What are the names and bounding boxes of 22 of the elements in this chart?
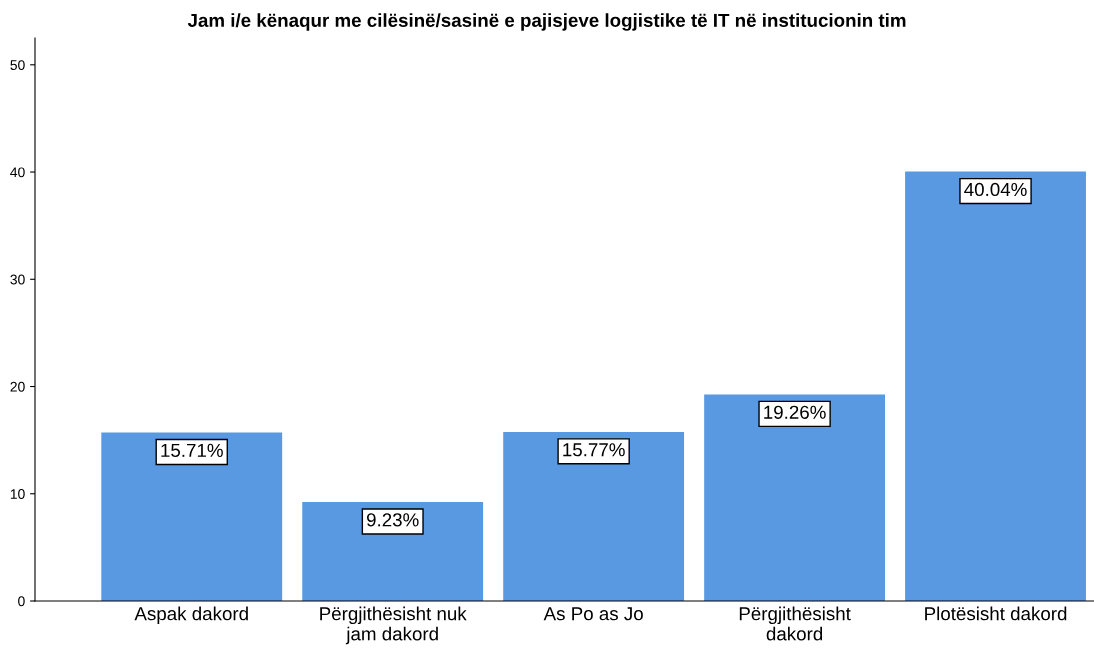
data-label: 40.04% [964,182,1027,197]
bar [302,502,484,601]
bar [905,171,1086,601]
x-tick-label: As Po as Jo [543,607,643,621]
x-tick-label: Aspak dakord [134,606,248,625]
y-tick-label: 50 [10,60,25,70]
data-label: 19.26% [764,405,826,419]
y-tick-label: 40 [10,167,25,178]
chart-title: Jam i/e kënaqur me cilësinë/sasinë e pajisjeve logjistike të IT në institucionin tim [187,13,906,31]
x-tick-label: Përgjithësisht dakord [739,606,851,641]
bar [503,431,685,601]
data-label: 9.23% [366,513,419,527]
data-label: 15.71% [161,443,223,458]
y-tick-label: 30 [10,274,25,285]
y-tick-label: 0 [18,596,25,607]
bar [704,394,886,601]
y-tick-label: 10 [10,489,25,499]
y-tick-label: 20 [10,381,25,392]
x-tick-label: Plotësisht dakord [925,606,1067,621]
x-tick-label: Përgjithësisht nuk jam dakord [320,606,467,645]
bar [101,432,283,601]
data-label: 15.77% [563,443,625,457]
